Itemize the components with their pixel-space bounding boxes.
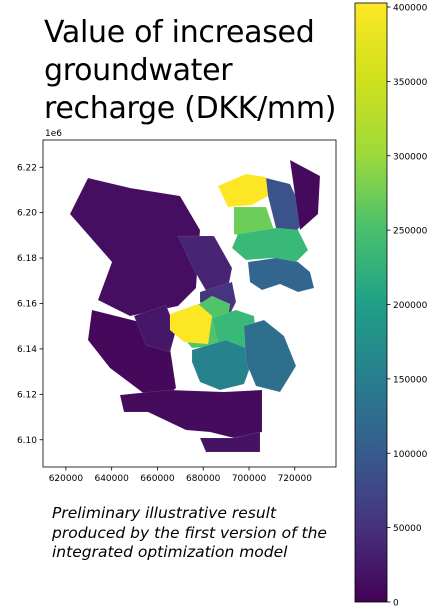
colorbar-ticks: 0 50000 100000 150000 200000 250000 300000 3500… (387, 4, 428, 609)
map-region (199, 431, 261, 453)
x-tick-label: 680000 (186, 474, 221, 484)
map-region (217, 173, 269, 208)
map-regions (69, 159, 321, 453)
title-line: groundwater (44, 53, 233, 88)
caption-line: integrated optimization model (52, 543, 288, 561)
colorbar-tick-label: 400000 (393, 4, 428, 14)
caption-line: produced by the first version of the (52, 523, 327, 542)
y-tick-label: 6.10 (17, 436, 37, 446)
title-line: Value of increased (44, 15, 315, 50)
colorbar-tick-label: 100000 (393, 450, 428, 460)
map-region (243, 319, 297, 393)
x-tick-label: 720000 (278, 474, 313, 484)
y-tick-label: 6.20 (17, 209, 37, 219)
x-tick-label: 620000 (49, 474, 84, 484)
x-tick-label: 660000 (140, 474, 175, 484)
map-region (119, 389, 263, 439)
y-tick-label: 6.16 (17, 300, 37, 310)
colorbar (354, 2, 388, 603)
caption: Preliminary illustrative result produced… (52, 504, 352, 563)
map-region (69, 177, 201, 317)
y-tick-label: 6.22 (17, 163, 37, 173)
y-tick-label: 6.14 (17, 345, 37, 355)
axis-offset-label: 1e6 (45, 129, 62, 139)
colorbar-tick-label: 0 (393, 599, 399, 609)
title-line: recharge (DKK/mm) (44, 91, 337, 126)
x-tick-label: 700000 (232, 474, 267, 484)
map-region (191, 339, 253, 391)
colorbar-tick-label: 50000 (393, 524, 422, 534)
map-region (247, 257, 315, 293)
colorbar-tick-label: 150000 (393, 375, 428, 385)
map-region (289, 159, 321, 231)
map-region (231, 227, 309, 263)
map-region (133, 304, 177, 353)
caption-line: Preliminary illustrative result (52, 504, 277, 522)
colorbar-tick-label: 300000 (393, 152, 428, 162)
map-title: Value of increased groundwater recharge … (44, 14, 344, 128)
x-tick-label: 640000 (94, 474, 129, 484)
x-axis-ticks: 620000 640000 660000 680000 700000 720000 (49, 467, 313, 484)
colorbar-tick-label: 350000 (393, 78, 428, 88)
y-axis-ticks: 6.10 6.12 6.14 6.16 6.18 6.20 6.22 (17, 163, 43, 446)
map-region (169, 303, 213, 345)
colorbar-tick-label: 250000 (393, 227, 428, 237)
colorbar-tick-label: 200000 (393, 301, 428, 311)
y-tick-label: 6.12 (17, 390, 37, 400)
y-tick-label: 6.18 (17, 254, 37, 264)
